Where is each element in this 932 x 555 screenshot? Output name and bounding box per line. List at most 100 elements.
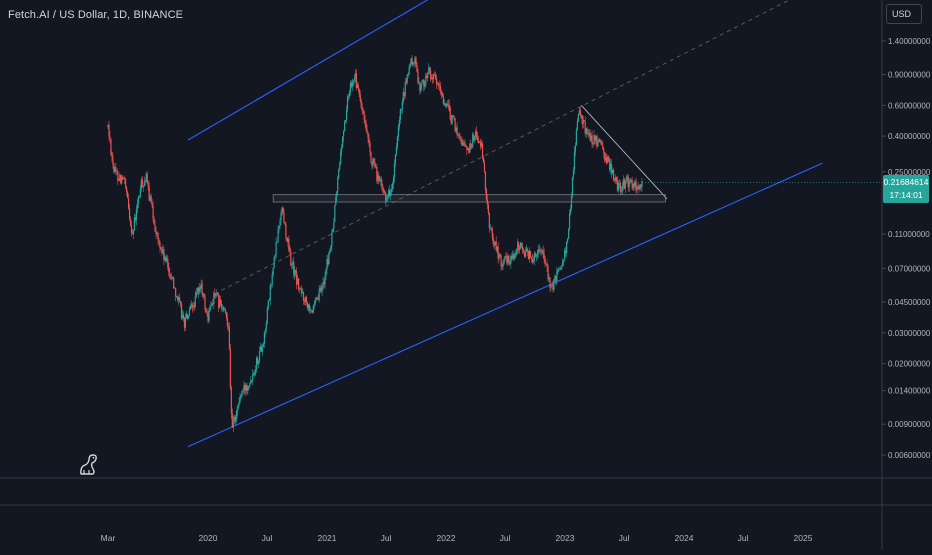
candle-body (326, 259, 328, 270)
candle-body (425, 75, 427, 86)
candle-body (185, 314, 188, 318)
chart-title: Fetch.AI / US Dollar, 1D, BINANCE (8, 9, 184, 21)
candle-body (536, 253, 538, 256)
candle-body (238, 401, 240, 405)
candle-body (586, 128, 588, 134)
candle-body (306, 301, 309, 309)
candle-body (332, 228, 334, 233)
candle-body (484, 171, 487, 190)
candle-body (431, 77, 433, 80)
candle-body (289, 250, 291, 252)
candle-body (161, 250, 163, 254)
candle-body (388, 190, 391, 197)
candle-body (144, 181, 146, 182)
candle-body (575, 129, 578, 146)
candle-body (504, 256, 506, 260)
axes: 1.40000000 0.90000000 0.60000000 0.40000000… (101, 37, 931, 543)
candle-body (566, 241, 568, 254)
candle-body (258, 351, 261, 361)
candle-body (475, 131, 477, 137)
candle-body (256, 357, 259, 364)
candle-body (262, 343, 265, 348)
candle-body (515, 252, 517, 257)
candle-body (303, 300, 306, 303)
candle-body (398, 119, 400, 128)
candle-body (574, 145, 577, 152)
candle-body (292, 262, 294, 265)
candle-body (175, 288, 177, 297)
candle-body (452, 114, 454, 117)
candle-body (127, 192, 129, 199)
candle-body (290, 251, 292, 266)
candle-body (255, 369, 257, 373)
candle-body (621, 185, 623, 192)
candle-body (546, 263, 548, 267)
candle-body (552, 284, 554, 290)
candle-body (387, 197, 389, 200)
candle-body (137, 196, 139, 204)
candle-body (128, 208, 131, 219)
descending-trendline (580, 105, 668, 200)
candle-body (223, 309, 226, 311)
candle-body (464, 142, 466, 147)
candle-body (221, 304, 223, 309)
candle-body (259, 346, 262, 352)
candle-body (346, 96, 349, 110)
candle-body (298, 278, 300, 290)
candle-body (573, 151, 576, 170)
candle-body (556, 271, 558, 282)
candle-body (227, 326, 230, 327)
candle-body (611, 164, 613, 173)
candle-body (579, 110, 581, 116)
candle-body (281, 207, 283, 214)
candle-body (293, 262, 295, 276)
candle-body (299, 288, 302, 290)
candle-body (350, 82, 353, 87)
candle-body (447, 104, 449, 106)
candle-body (194, 296, 196, 307)
candle-body (321, 286, 323, 292)
candle-body (467, 148, 469, 150)
candle-body (636, 189, 638, 191)
candle-body (434, 75, 437, 79)
candle-body (578, 110, 580, 114)
tradingview-logo-icon[interactable] (78, 452, 100, 476)
candle-body (131, 233, 134, 235)
candle-body (638, 186, 640, 190)
candle-body (485, 189, 488, 200)
currency-button[interactable]: USD (886, 4, 922, 24)
candle-body (180, 304, 183, 319)
candle-body (433, 74, 435, 80)
candle-body (417, 71, 419, 83)
candle-body (583, 120, 585, 122)
candle-body (427, 73, 429, 79)
candle-body (140, 179, 142, 190)
candle-body (336, 191, 338, 198)
candle-body (302, 292, 305, 301)
candle-body (367, 132, 369, 139)
candle-body (539, 251, 541, 252)
candle-body (511, 255, 513, 259)
candle-body (428, 67, 430, 74)
candle-body (216, 293, 218, 295)
candle-body (353, 78, 355, 81)
candle-body (480, 143, 483, 147)
candle-body (224, 309, 227, 313)
candle-body (231, 413, 233, 428)
candle-body (272, 267, 274, 275)
candle-body (226, 317, 229, 327)
candle-body (373, 158, 375, 163)
candle-body (591, 135, 593, 145)
candle-body (368, 138, 370, 144)
candle-body (442, 96, 444, 104)
candle-body (215, 294, 217, 296)
candle-body (361, 107, 363, 111)
candle-body (241, 390, 243, 396)
candle-body (148, 186, 150, 201)
candle-body (250, 380, 252, 384)
candle-body (339, 163, 341, 170)
y-tick-label: 0.00900000 (888, 420, 931, 429)
candle-body (424, 85, 426, 87)
